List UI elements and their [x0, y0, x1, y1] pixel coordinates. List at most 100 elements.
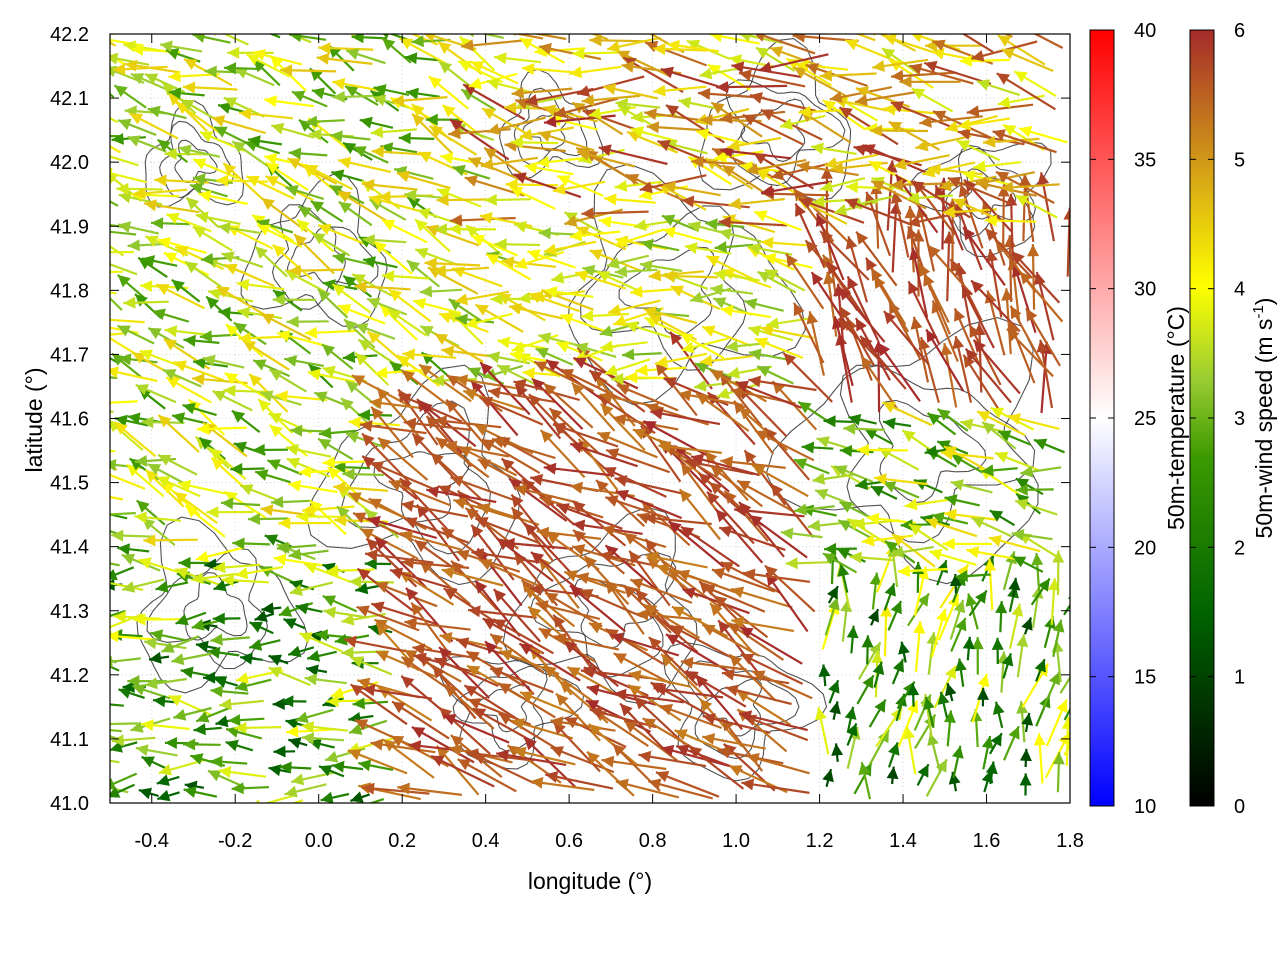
wind-arrow-head [662, 226, 676, 239]
wind-arrow-head [390, 735, 405, 747]
wind-arrow-head [362, 684, 376, 697]
wind-arrow-head [635, 589, 649, 603]
wind-arrow-head [771, 168, 785, 181]
wind-arrow-head [699, 67, 713, 80]
wind-arrow-head [430, 452, 444, 466]
wind-arrow-head [560, 369, 575, 380]
wind-arrow-head [401, 500, 415, 512]
wind-arrow-head [190, 182, 204, 195]
wind-arrow-head [1020, 465, 1034, 478]
wind-arrow-head [322, 279, 336, 291]
wind-arrow-head [986, 249, 998, 262]
wind-arrow-head [199, 131, 214, 143]
wind-arrow-head [573, 357, 587, 369]
wind-arrow-head [543, 243, 557, 256]
wind-arrow-head [193, 158, 207, 170]
wind-arrow-head [890, 191, 903, 204]
wind-arrow-head [899, 75, 912, 88]
wind-arrow-head [380, 142, 394, 155]
wind-arrow-shaft [532, 34, 567, 41]
wind-arrow-head [550, 746, 564, 758]
wind-arrow-head [748, 375, 762, 388]
colorbar-tick-label: 25 [1134, 408, 1156, 430]
wind-arrow-head [144, 637, 157, 650]
wind-arrow-head [823, 415, 836, 428]
wind-arrow-head [882, 402, 896, 413]
temperature-contour [136, 516, 309, 694]
wind-arrow-head [223, 62, 237, 75]
wind-arrow-head [164, 737, 177, 749]
wind-arrow-head [359, 420, 373, 432]
temperature-contour [945, 144, 1036, 238]
wind-arrow-head [521, 63, 535, 75]
wind-arrow-head [521, 579, 534, 593]
wind-arrow-head [904, 498, 918, 511]
wind-arrow-head [603, 467, 617, 478]
wind-arrow-head [740, 627, 754, 639]
wind-arrow-head [1015, 483, 1028, 496]
wind-arrow-head [253, 359, 267, 371]
wind-arrow-head [138, 557, 152, 569]
wind-arrow-head [479, 396, 494, 408]
wind-arrow-head [831, 162, 844, 174]
wind-arrow-head [147, 464, 162, 475]
wind-arrow-head [615, 98, 629, 110]
wind-arrow-head [493, 619, 507, 631]
wind-arrow-head [88, 397, 100, 409]
wind-arrow-head [471, 548, 485, 560]
x-tick-label: 1.0 [722, 830, 750, 852]
wind-arrow-head [1011, 529, 1025, 541]
wind-arrow-head [501, 458, 515, 471]
wind-arrow-head [349, 723, 363, 735]
wind-arrow-head [338, 191, 352, 203]
x-tick-label: -0.2 [218, 830, 252, 852]
wind-arrow-head [249, 639, 263, 651]
wind-arrow-head [676, 569, 691, 581]
wind-arrow-head [382, 34, 389, 39]
wind-arrow-head [622, 348, 635, 361]
wind-arrow-head [834, 465, 848, 477]
wind-arrow-head [479, 212, 493, 224]
wind-arrow-head [311, 87, 325, 100]
wind-arrow-head [1034, 438, 1048, 450]
wind-arrow-head [192, 173, 206, 186]
wind-arrow-head [720, 456, 733, 468]
wind-arrow-shaft [110, 735, 122, 742]
wind-arrow-head [678, 97, 692, 109]
wind-arrow-head [685, 671, 699, 683]
wind-arrow-head [604, 193, 617, 206]
wind-arrow-head [131, 43, 144, 56]
wind-arrow-head [706, 256, 720, 267]
wind-arrow-head [909, 247, 921, 261]
wind-arrow-head [468, 605, 481, 618]
wind-arrow-shaft [110, 155, 139, 167]
wind-arrow-head [271, 122, 285, 135]
wind-arrow-head [75, 127, 88, 138]
wind-arrow-head [286, 457, 301, 469]
wind-arrow-head [690, 291, 704, 304]
wind-arrow-head [623, 585, 637, 599]
wind-arrow-head [114, 422, 128, 435]
wind-arrow-head [727, 139, 741, 152]
wind-arrow-head [723, 743, 737, 757]
wind-arrow-head [329, 185, 344, 197]
wind-arrow-head [554, 18, 567, 29]
wind-arrow-head [955, 570, 968, 582]
wind-arrow-head [671, 625, 685, 637]
wind-arrow-head [223, 384, 236, 397]
x-tick-label: -0.4 [135, 830, 169, 852]
wind-arrow-head [911, 34, 923, 43]
wind-arrow-head [373, 241, 387, 254]
wind-arrow-head [729, 654, 743, 668]
wind-arrow-head [155, 581, 169, 593]
wind-arrow-shaft [1063, 707, 1070, 721]
wind-arrow-head [207, 646, 221, 659]
wind-arrow-head [354, 719, 369, 731]
wind-arrow-head [147, 105, 161, 118]
wind-arrow-head [467, 367, 482, 379]
wind-arrow-head [908, 281, 920, 295]
wind-arrow-head [679, 489, 692, 503]
wind-arrow-head [163, 338, 178, 351]
wind-arrow-head [208, 770, 222, 782]
wind-arrow-head [1063, 207, 1070, 220]
